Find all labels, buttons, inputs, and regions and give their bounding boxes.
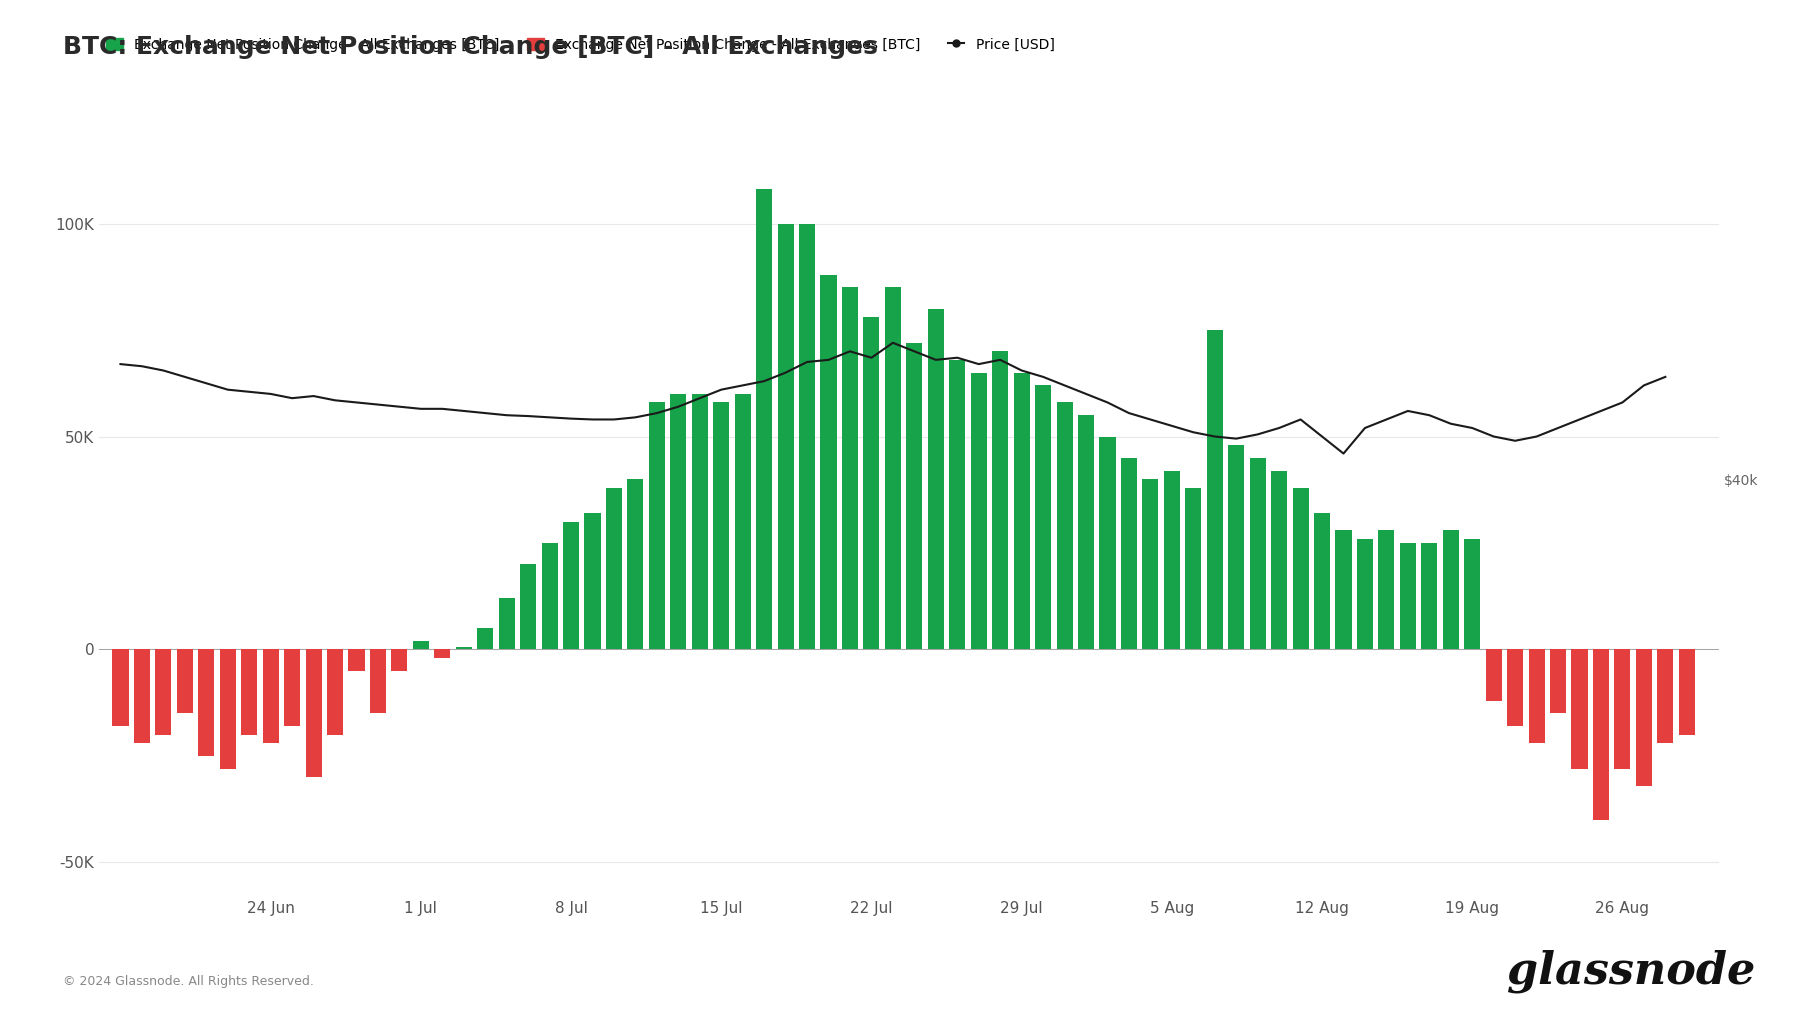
Bar — [1463, 539, 1480, 649]
Bar — [1550, 649, 1566, 713]
Bar — [1314, 514, 1330, 649]
Bar — [499, 599, 515, 649]
Bar — [799, 224, 815, 649]
Bar — [1249, 458, 1265, 649]
Bar — [778, 224, 794, 649]
Bar — [1336, 530, 1352, 649]
Bar — [563, 522, 580, 649]
Bar — [434, 649, 450, 658]
Bar — [198, 649, 214, 756]
Bar — [455, 647, 472, 649]
Bar — [349, 649, 365, 671]
Bar — [713, 402, 729, 649]
Bar — [1485, 649, 1501, 701]
Bar — [1593, 649, 1609, 820]
Bar — [864, 317, 880, 649]
Bar — [391, 649, 407, 671]
Bar — [155, 649, 171, 734]
Bar — [842, 288, 859, 649]
Bar — [734, 394, 751, 649]
Bar — [1165, 471, 1179, 649]
Bar — [1100, 437, 1116, 649]
Bar — [284, 649, 301, 726]
Bar — [241, 649, 257, 734]
Bar — [133, 649, 149, 744]
Bar — [263, 649, 279, 744]
Bar — [670, 394, 686, 649]
Bar — [112, 649, 128, 726]
Bar — [1184, 487, 1201, 649]
Bar — [949, 360, 965, 649]
Bar — [691, 394, 707, 649]
Bar — [1658, 649, 1674, 744]
Bar — [821, 275, 837, 649]
Text: © 2024 Glassnode. All Rights Reserved.: © 2024 Glassnode. All Rights Reserved. — [63, 975, 313, 988]
Bar — [628, 479, 643, 649]
Bar — [369, 649, 385, 713]
Bar — [1679, 649, 1696, 734]
Bar — [886, 288, 902, 649]
Text: glassnode: glassnode — [1507, 949, 1755, 993]
Bar — [648, 402, 664, 649]
Bar — [520, 564, 536, 649]
Bar — [1615, 649, 1631, 769]
Text: BTC: Exchange Net Position Change [BTC] - All Exchanges: BTC: Exchange Net Position Change [BTC] … — [63, 35, 878, 60]
Bar — [970, 373, 986, 649]
Bar — [1013, 373, 1030, 649]
Bar — [1271, 471, 1287, 649]
Bar — [907, 342, 922, 649]
Bar — [607, 487, 623, 649]
Bar — [1571, 649, 1588, 769]
Bar — [542, 543, 558, 649]
Bar — [328, 649, 344, 734]
Bar — [1507, 649, 1523, 726]
Bar — [1057, 402, 1073, 649]
Bar — [1228, 445, 1244, 649]
Bar — [1636, 649, 1652, 786]
Bar — [1528, 649, 1544, 744]
Bar — [220, 649, 236, 769]
Legend: Exchange Net Position Change - All Exchanges [BTC], Exchange Net Position Change: Exchange Net Position Change - All Excha… — [106, 37, 1055, 52]
Bar — [1121, 458, 1138, 649]
Bar — [1422, 543, 1438, 649]
Bar — [176, 649, 193, 713]
Bar — [1379, 530, 1395, 649]
Bar — [477, 628, 493, 649]
Bar — [306, 649, 322, 777]
Bar — [412, 641, 428, 649]
Bar — [1444, 530, 1458, 649]
Bar — [1035, 385, 1051, 649]
Bar — [1357, 539, 1373, 649]
Bar — [1292, 487, 1309, 649]
Bar — [992, 352, 1008, 649]
Bar — [927, 309, 943, 649]
Bar — [585, 514, 601, 649]
Bar — [1206, 330, 1222, 649]
Bar — [756, 189, 772, 649]
Bar — [1143, 479, 1159, 649]
Bar — [1400, 543, 1417, 649]
Bar — [1078, 415, 1094, 649]
